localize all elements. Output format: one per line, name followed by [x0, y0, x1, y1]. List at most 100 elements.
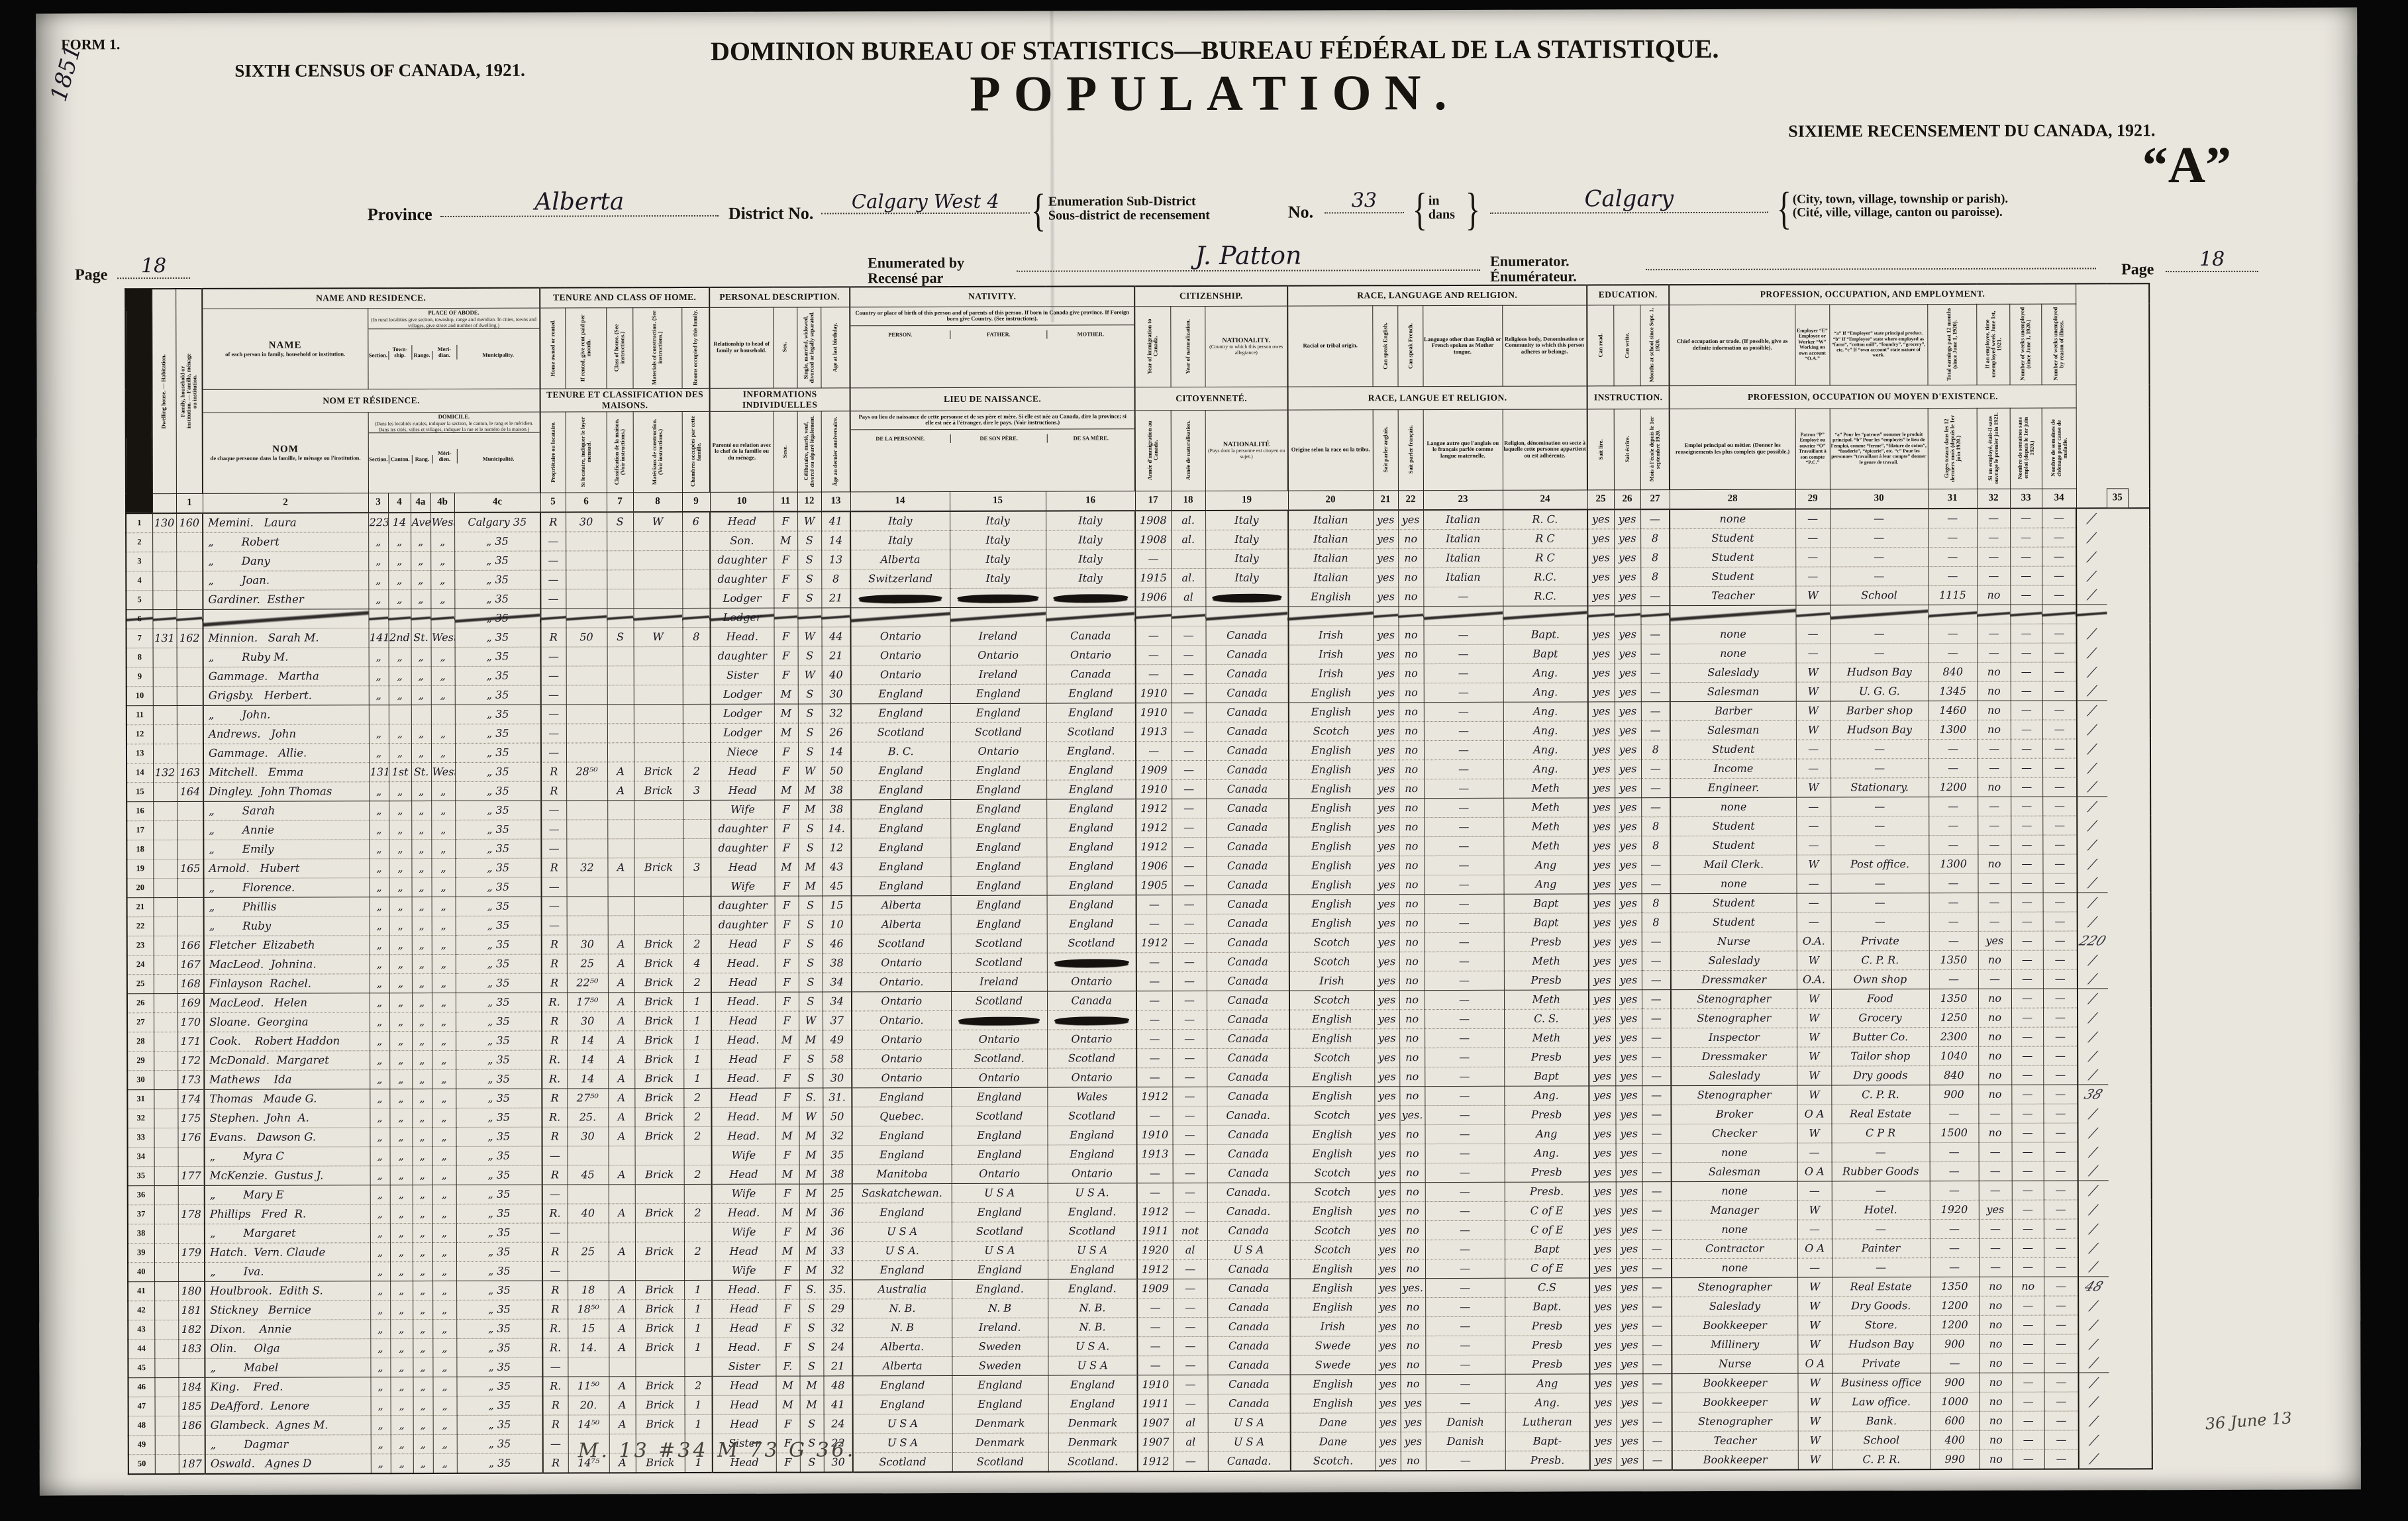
- cell-margin-mark: 220: [2077, 932, 2108, 949]
- cell-birthplace-father: Italy: [950, 530, 1046, 550]
- cell-birthplace-person: Switzerland: [850, 568, 950, 589]
- cell-earnings: 2300: [1929, 1026, 1979, 1047]
- col23-header-fr: Sait parler français.: [1397, 409, 1423, 491]
- cell-speaks-english: yes: [1373, 625, 1399, 645]
- cell-abode-4b: „: [412, 1223, 432, 1243]
- cell-birthplace-person: Ontario: [850, 626, 950, 646]
- cell-racial-origin: English: [1289, 913, 1374, 933]
- cell-earnings: —: [1929, 911, 1978, 932]
- cell-name: „ Annie: [203, 820, 370, 840]
- cell-speaks-french: no: [1398, 740, 1425, 760]
- cell-rooms: 2: [683, 1202, 712, 1223]
- col10-header-fr: Chambres occupées par cette famille.: [681, 411, 710, 493]
- cell-unemployed-34: —: [2011, 1180, 2044, 1200]
- col14-header-fr: Âge au dernier anniversaire.: [821, 411, 850, 492]
- cell-owned-rented: —: [542, 1146, 568, 1165]
- cell-age: 49: [823, 1030, 852, 1050]
- cell-unemployed-35: —: [2042, 508, 2077, 528]
- cell-abode-number: „: [370, 1338, 391, 1358]
- cell-occupation: Stenographer: [1671, 1008, 1797, 1028]
- cell-relationship: daughter: [711, 914, 775, 934]
- cell-municipality: „ 35: [456, 1050, 542, 1069]
- cell-place-of-work: Real Estate: [1832, 1277, 1931, 1297]
- cell-unemployed-33: no: [1979, 1276, 2013, 1296]
- cell-row-number: 49: [128, 1435, 155, 1455]
- cell-unemployed-35: —: [2042, 623, 2077, 643]
- cell-birthplace-mother: Ontario: [1047, 1029, 1137, 1049]
- cell-abode-number: „: [370, 1242, 391, 1262]
- cell-birthplace-person: U S A.: [852, 1240, 952, 1261]
- cell-birthplace-person: Ontario: [852, 1048, 952, 1069]
- cell-naturalization-year: —: [1171, 721, 1206, 742]
- cell-unemployed-34: —: [2012, 1353, 2044, 1373]
- cell-place-of-work: —: [1830, 508, 1929, 528]
- cell-row-number: 31: [127, 1089, 154, 1109]
- cell-naturalization-year: —: [1171, 683, 1206, 703]
- cell-employment-class: W: [1797, 1085, 1832, 1104]
- cell-occupation: Student: [1670, 816, 1797, 836]
- column-number: 14: [850, 491, 950, 511]
- cell-rooms: [683, 895, 711, 916]
- brace-city: {: [1776, 182, 1792, 234]
- cell-age: 41: [821, 511, 851, 531]
- cell-name: „ Dany: [203, 551, 369, 571]
- cell-immigration-year: 1913: [1135, 722, 1172, 742]
- cell-birthplace-father: Sweden: [952, 1355, 1048, 1375]
- cell-birthplace-person: U S A: [852, 1413, 952, 1434]
- cell-dwelling-number: [153, 820, 177, 840]
- cell-unemployed-34: —: [2012, 1391, 2044, 1411]
- cell-can-write: yes: [1614, 624, 1641, 644]
- cell-speaks-french: no: [1399, 971, 1425, 991]
- col30-header: Employer “E” Employee or Worker “W” Work…: [1795, 304, 1830, 385]
- cell-unemployed-33: no: [1978, 988, 2012, 1008]
- cell-unemployed-35: —: [2042, 719, 2078, 739]
- cell-racial-origin: English: [1289, 817, 1374, 837]
- cell-birthplace-father: Scotland: [952, 1451, 1048, 1472]
- cell-occupation: Stenographer: [1672, 1277, 1798, 1297]
- cell-abode-4c: „: [431, 992, 456, 1012]
- cell-unemployed-34: —: [2012, 1410, 2044, 1430]
- cell-speaks-french: no: [1399, 760, 1425, 779]
- cell-relationship: Lodger: [710, 607, 774, 627]
- cell-name: „ Florence.: [203, 877, 370, 897]
- cell-rooms: [682, 646, 711, 666]
- group-personal-en: PERSONAL DESCRIPTION.: [709, 287, 850, 307]
- cell-marital-status: [797, 607, 822, 627]
- cell-rooms: 2: [683, 1164, 712, 1185]
- cell-name: „ Ruby M.: [203, 647, 369, 667]
- cell-birthplace-mother: Wales: [1047, 1087, 1137, 1106]
- column-number: 24: [1502, 489, 1588, 510]
- cell-speaks-english: yes: [1373, 721, 1399, 741]
- cell-unemployed-33: —: [1978, 1161, 2012, 1181]
- cell-employment-class: W: [1797, 1392, 1832, 1412]
- cell-age: 13: [821, 550, 851, 569]
- group-tenure-fr: TENURE ET CLASSIFICATION DES MAISONS.: [540, 387, 710, 412]
- cell-naturalization-year: —: [1173, 1336, 1208, 1356]
- cell-speaks-french: no: [1399, 1182, 1425, 1202]
- cell-immigration-year: —: [1135, 741, 1172, 761]
- cell-naturalization-year: —: [1172, 798, 1207, 818]
- cell-occupation: none: [1671, 1181, 1797, 1201]
- cell-speaks-french: no: [1398, 529, 1424, 549]
- cell-abode-4b: St.: [411, 628, 431, 648]
- cell-family-number: 174: [177, 1089, 205, 1109]
- cell-name: Memini. Laura: [203, 512, 369, 532]
- cell-rooms: 2: [683, 1126, 712, 1146]
- cell-religion: Meth: [1503, 951, 1589, 971]
- cell-employment-class: W: [1796, 777, 1831, 797]
- cell-employment-class: W: [1797, 1411, 1832, 1431]
- cell-birthplace-mother: U S A: [1048, 1355, 1138, 1375]
- cell-owned-rented: R: [540, 512, 566, 532]
- cell-house-class: [607, 589, 634, 609]
- cell-birthplace-mother: [1046, 952, 1136, 972]
- cell-unemployed-33: —: [1978, 1142, 2012, 1161]
- cell-house-class: S: [607, 511, 634, 532]
- cell-earnings: 1350: [1929, 988, 1979, 1008]
- group-race-en: RACE, LANGUAGE AND RELIGION.: [1287, 285, 1587, 306]
- cell-sex: M: [775, 1164, 799, 1184]
- cell-months-at-school: 8: [1641, 912, 1671, 932]
- cell-unemployed-33: no: [1977, 662, 2011, 681]
- cell-nationality: Canada: [1206, 932, 1289, 952]
- cell-employment-class: W: [1796, 854, 1831, 874]
- cell-occupation: Saleslady: [1671, 1065, 1797, 1086]
